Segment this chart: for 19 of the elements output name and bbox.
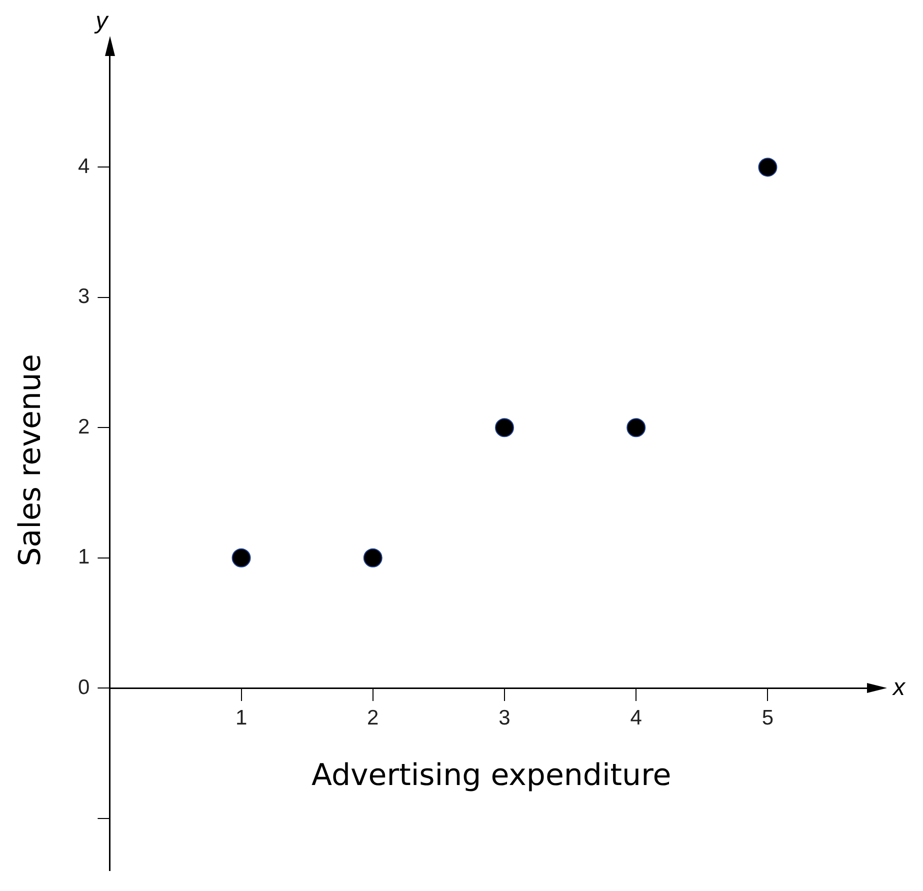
text: x (892, 674, 906, 701)
y-tick-label: 3 (78, 285, 90, 308)
x-tick-label: 4 (630, 706, 642, 730)
x-tick-label: 3 (498, 706, 510, 730)
y-tick-label: 2 (78, 415, 90, 438)
point (758, 158, 778, 177)
x-tick-label: 1 (235, 706, 248, 730)
point (626, 418, 646, 438)
x-axis-title: Advertising expenditure (311, 758, 672, 794)
x-tick-label: 5 (762, 706, 774, 730)
y-tick-label: 1 (78, 546, 90, 569)
text: y (94, 8, 110, 35)
point (232, 548, 251, 568)
point (495, 418, 514, 438)
point (363, 548, 382, 568)
y-axis-title: Sales revenue (12, 354, 48, 566)
y-tick-label: 4 (78, 154, 90, 178)
y-tick-label: 0 (78, 676, 90, 699)
x-tick-label: 2 (367, 706, 379, 730)
